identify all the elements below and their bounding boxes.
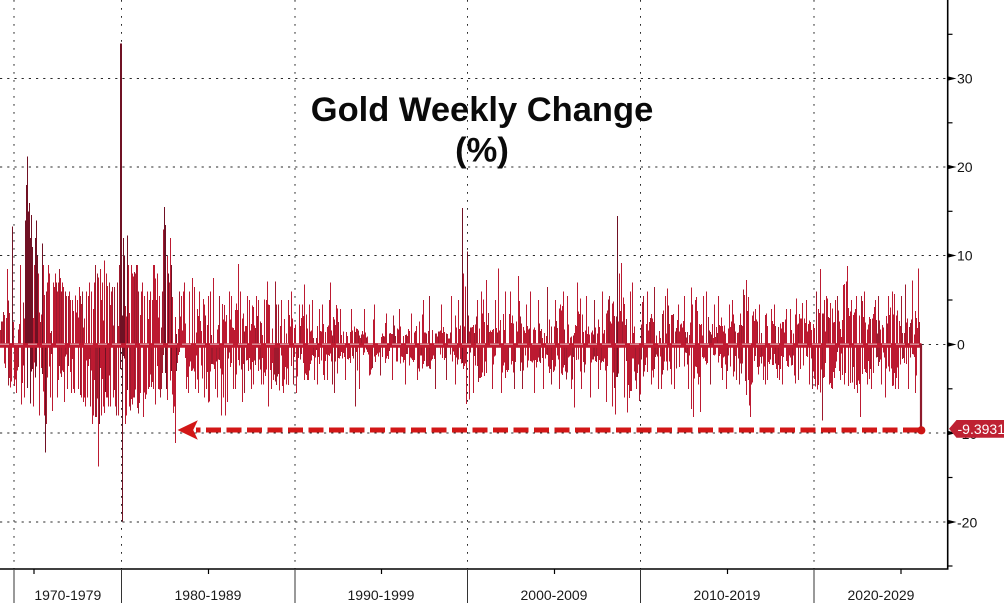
svg-text:-20: -20 xyxy=(957,515,977,531)
svg-text:2000-2009: 2000-2009 xyxy=(521,587,588,603)
svg-text:(%): (%) xyxy=(455,132,509,170)
svg-text:2010-2019: 2010-2019 xyxy=(694,587,761,603)
svg-text:0: 0 xyxy=(957,337,965,353)
svg-text:Gold Weekly Change: Gold Weekly Change xyxy=(311,91,654,129)
svg-text:1970-1979: 1970-1979 xyxy=(34,587,101,603)
svg-text:1990-1999: 1990-1999 xyxy=(348,587,415,603)
svg-text:20: 20 xyxy=(957,159,973,175)
svg-text:2020-2029: 2020-2029 xyxy=(848,587,915,603)
svg-text:10: 10 xyxy=(957,248,973,264)
svg-text:30: 30 xyxy=(957,71,973,87)
svg-text:1980-1989: 1980-1989 xyxy=(175,587,242,603)
svg-text:-9.3931: -9.3931 xyxy=(958,421,1004,437)
